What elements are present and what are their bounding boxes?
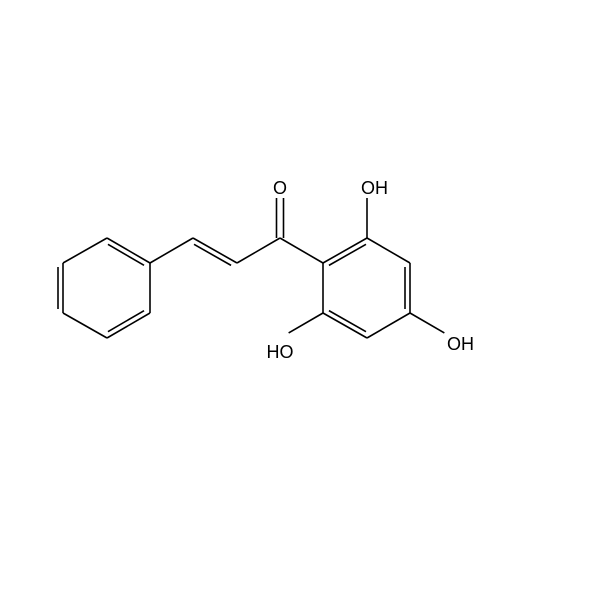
atom-label: OH bbox=[361, 178, 388, 198]
atom-label: HO bbox=[267, 342, 294, 362]
atom-label: OH bbox=[447, 334, 474, 354]
molecule-canvas: O OH OH HO bbox=[0, 0, 600, 600]
atom-label: O bbox=[273, 178, 287, 198]
